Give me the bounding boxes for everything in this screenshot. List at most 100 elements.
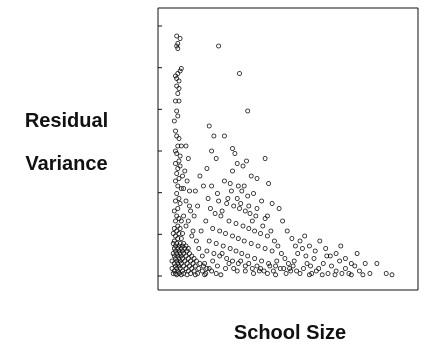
data-point — [182, 168, 188, 174]
data-point — [203, 218, 209, 224]
data-point — [209, 183, 215, 189]
data-point — [294, 268, 300, 274]
data-point — [248, 241, 254, 246]
data-point — [224, 201, 230, 206]
data-point — [264, 271, 270, 276]
data-point — [337, 258, 343, 264]
data-point — [249, 218, 255, 224]
data-point — [238, 258, 244, 264]
data-point — [206, 238, 212, 244]
data-point — [183, 143, 189, 149]
data-point — [213, 156, 219, 161]
data-point — [184, 261, 190, 266]
data-point — [374, 261, 380, 266]
data-point — [252, 256, 258, 261]
data-point — [324, 253, 330, 259]
data-point — [213, 241, 219, 246]
data-point — [246, 226, 252, 231]
data-point — [213, 271, 219, 276]
data-point — [230, 258, 235, 264]
data-point — [204, 166, 210, 171]
data-point — [292, 243, 298, 249]
data-point — [197, 261, 203, 266]
data-point — [192, 188, 198, 194]
y-axis-label-line-1: Residual — [24, 110, 109, 132]
data-point — [233, 221, 239, 226]
data-point — [253, 213, 259, 219]
data-point — [356, 268, 362, 274]
data-point — [234, 268, 240, 274]
data-point — [262, 156, 268, 161]
data-point — [176, 136, 182, 141]
data-point — [190, 228, 196, 234]
data-point — [174, 251, 180, 256]
plot-frame — [157, 7, 419, 291]
data-point — [338, 243, 344, 249]
data-point — [191, 213, 197, 219]
data-point — [217, 253, 223, 259]
data-point — [177, 36, 183, 41]
data-point — [175, 113, 181, 119]
data-point — [260, 223, 266, 229]
data-point — [297, 238, 303, 244]
data-point — [218, 272, 224, 278]
data-point — [212, 211, 218, 216]
data-point — [207, 206, 213, 211]
data-point — [275, 243, 281, 249]
data-point — [210, 226, 216, 231]
data-point — [202, 261, 208, 266]
data-point — [327, 253, 333, 259]
data-point — [175, 143, 181, 149]
data-point — [251, 191, 256, 196]
data-point — [178, 218, 184, 224]
data-point — [181, 241, 187, 246]
data-point — [174, 258, 180, 264]
data-point — [177, 163, 183, 169]
data-point — [266, 181, 272, 186]
data-point — [258, 266, 263, 271]
data-point — [261, 268, 267, 274]
data-point — [241, 238, 247, 244]
data-point — [176, 78, 182, 84]
data-point — [192, 272, 198, 278]
data-point — [187, 188, 192, 194]
data-point — [312, 248, 318, 254]
data-point — [175, 236, 181, 241]
data-point — [175, 41, 181, 46]
data-point — [209, 148, 215, 154]
data-point — [285, 261, 291, 266]
data-point — [200, 263, 206, 269]
data-point — [214, 191, 220, 196]
data-point — [367, 271, 373, 276]
data-point — [342, 256, 348, 261]
data-point — [173, 98, 178, 104]
data-point — [262, 246, 268, 251]
data-point — [171, 208, 177, 214]
data-point — [220, 243, 226, 249]
data-point — [176, 271, 182, 276]
data-point — [271, 238, 277, 244]
data-point — [178, 143, 184, 149]
data-point — [234, 196, 240, 201]
data-point — [169, 258, 175, 264]
data-point — [313, 268, 319, 274]
data-point — [254, 263, 260, 269]
data-point — [188, 258, 194, 264]
data-point — [199, 253, 205, 259]
data-point — [193, 238, 199, 244]
data-point — [282, 256, 288, 261]
data-point — [245, 108, 251, 114]
data-point — [281, 266, 287, 271]
data-point — [295, 251, 301, 256]
data-point — [189, 233, 195, 239]
data-point — [174, 191, 180, 196]
data-point — [252, 228, 258, 234]
data-point — [188, 208, 194, 214]
data-point — [235, 183, 241, 189]
data-point — [174, 33, 180, 39]
data-point — [242, 208, 248, 214]
data-point — [320, 261, 326, 266]
data-point — [280, 218, 286, 224]
data-point — [289, 236, 295, 241]
data-point — [216, 198, 222, 204]
